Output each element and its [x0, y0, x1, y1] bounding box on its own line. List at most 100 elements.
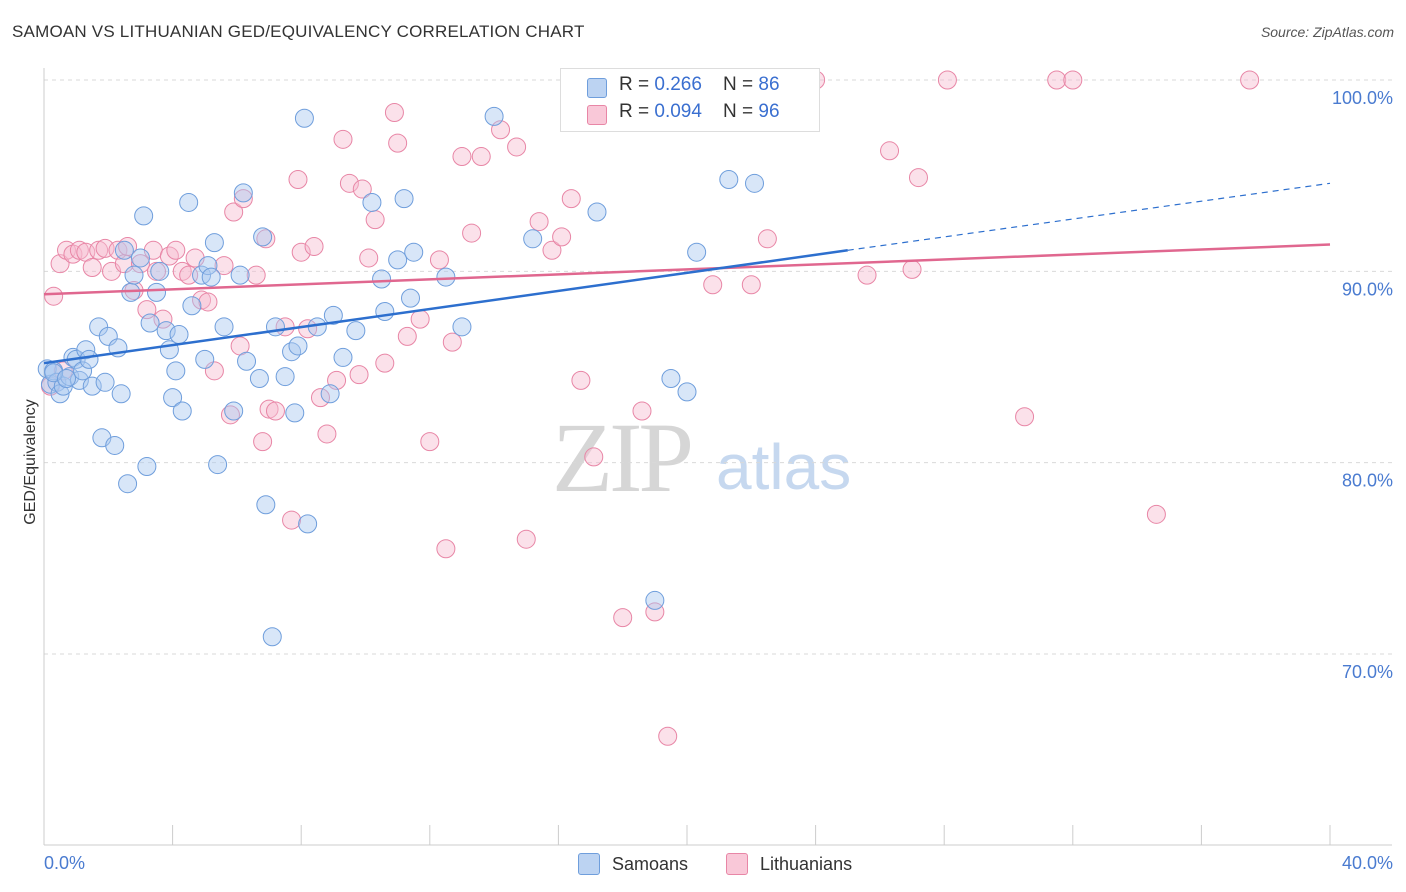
samoans-point	[230, 265, 250, 285]
samoans-point	[362, 192, 382, 212]
lithuanians-point	[317, 424, 337, 444]
lithuanians-point	[359, 248, 379, 268]
samoans-point	[118, 474, 138, 494]
samoans-trend-extension	[847, 182, 1331, 251]
lithuanians-point	[937, 70, 957, 90]
lithuanians-point	[1240, 70, 1260, 90]
lithuanians-point	[291, 242, 311, 262]
lithuanians-point	[220, 405, 240, 425]
samoans-point	[198, 256, 218, 276]
legend-n-label: N =	[723, 74, 759, 95]
lithuanians-point	[265, 401, 285, 421]
lithuanians-point	[233, 189, 253, 209]
samoans-point	[661, 368, 681, 388]
samoans-point	[288, 336, 308, 356]
samoans-point	[172, 401, 192, 421]
samoans-point	[587, 202, 607, 222]
samoans-point	[452, 317, 472, 337]
lithuanians-point	[288, 169, 308, 189]
samoans-point	[114, 240, 134, 260]
lithuanians-point	[82, 258, 102, 278]
samoans-point	[214, 317, 234, 337]
samoans-point	[201, 267, 221, 287]
tick-labels: 70.0% 80.0% 90.0% 100.0% 0.0% 40.0%	[44, 88, 1393, 873]
lithuanians-point	[349, 365, 369, 385]
lithuanians-point	[397, 326, 417, 346]
lithuanians-point	[880, 141, 900, 161]
lithuanians-point	[388, 133, 408, 153]
lithuanians-point	[310, 388, 330, 408]
y-tick-label: 100.0%	[1332, 88, 1393, 108]
lithuanians-point	[436, 539, 456, 559]
samoans-point	[645, 590, 665, 610]
lithuanians-point	[452, 147, 472, 167]
samoans-point	[394, 189, 414, 209]
watermark-atlas: atlas	[716, 431, 852, 503]
y-axis-label: GED/Equivalency	[22, 399, 39, 524]
lithuanians-point	[632, 401, 652, 421]
lithuanians-point	[703, 275, 723, 295]
samoans-point	[137, 456, 157, 476]
legend-row-samoans: R = 0.266 N = 86	[619, 74, 780, 96]
samoans-point	[323, 305, 343, 325]
samoans-point	[57, 368, 77, 388]
lithuanians-point	[1146, 504, 1166, 524]
lithuanians-point	[658, 726, 678, 746]
lithuanians-point	[561, 189, 581, 209]
legend-swatch-lithuanians	[587, 105, 607, 125]
lithuanians-point	[584, 447, 604, 467]
lithuanians-point	[333, 129, 353, 149]
samoans-point	[73, 361, 93, 381]
samoans-point	[147, 282, 167, 302]
lithuanians-point	[757, 229, 777, 249]
y-tick-label: 80.0%	[1342, 471, 1393, 491]
samoans-point	[150, 261, 170, 281]
lithuanians-point	[118, 236, 138, 256]
bottom-legend-label-samoans: Samoans	[612, 853, 689, 874]
samoans-point	[523, 229, 543, 249]
samoans-points	[37, 106, 765, 647]
samoans-point	[82, 376, 102, 396]
lithuanians-point	[571, 370, 591, 390]
lithuanians-point	[429, 250, 449, 270]
samoans-point	[140, 313, 160, 333]
legend: R = 0.266 N = 86 R = 0.094 N = 96	[560, 68, 820, 132]
lithuanians-point	[384, 103, 404, 123]
x-tick-label: 0.0%	[44, 853, 85, 873]
samoans-point	[169, 324, 189, 344]
lithuanians-point	[902, 259, 922, 279]
lithuanians-point	[516, 529, 536, 549]
lithuanians-point	[166, 240, 186, 260]
legend-row-lithuanians: R = 0.094 N = 96	[619, 101, 780, 123]
legend-r-label: R =	[619, 74, 655, 95]
legend-n-value-samoans: 86	[758, 74, 780, 95]
lithuanians-point	[857, 265, 877, 285]
samoans-point	[687, 242, 707, 262]
lithuanians-point	[198, 292, 218, 312]
samoans-point	[134, 206, 154, 226]
lithuanians-point	[246, 265, 266, 285]
samoans-point	[192, 265, 212, 285]
samoans-point	[237, 351, 257, 371]
lithuanians-point	[214, 256, 234, 276]
lithuanians-point	[462, 223, 482, 243]
samoans-point	[436, 267, 456, 287]
samoans-point	[179, 192, 199, 212]
samoans-point	[388, 250, 408, 270]
lithuanians-point	[365, 210, 385, 230]
lithuanians-point	[645, 602, 665, 622]
samoans-trend-line	[43, 249, 848, 365]
samoans-point	[262, 627, 282, 647]
samoans-point	[372, 269, 392, 289]
samoans-point	[124, 265, 144, 285]
samoans-point	[719, 169, 739, 189]
lithuanians-point	[69, 240, 89, 260]
lithuanians-point	[259, 399, 279, 419]
lithuanians-point	[44, 286, 64, 306]
source-note: Source: ZipAtlas.com	[1260, 24, 1394, 40]
bottom-legend-lithuanians: Lithuanians	[726, 851, 852, 877]
lithuanians-point	[529, 212, 549, 232]
samoans-point	[249, 368, 269, 388]
lithuanians-point	[613, 608, 633, 628]
